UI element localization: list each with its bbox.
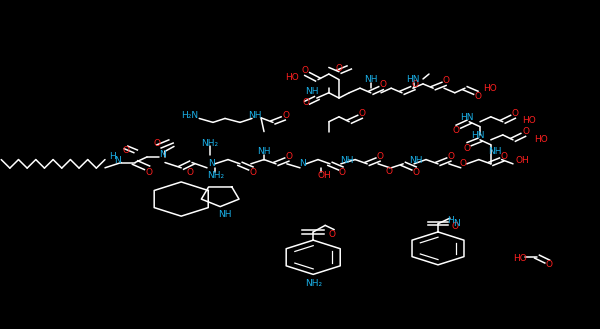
Text: O: O [545,260,553,269]
Text: HN: HN [471,131,484,140]
Text: NH₂: NH₂ [305,279,322,288]
Text: O: O [500,152,508,161]
Text: HO: HO [534,135,548,144]
Text: N: N [299,159,307,168]
Text: O: O [302,98,310,107]
Text: O: O [385,167,392,176]
Text: NH: NH [409,156,422,165]
Text: O: O [335,64,343,73]
Text: O: O [463,143,470,153]
Text: O: O [511,109,518,118]
Text: O: O [442,76,449,85]
Text: N: N [114,156,121,165]
Text: NH: NH [340,156,353,165]
Text: O: O [338,168,346,177]
Text: O: O [301,66,308,75]
Text: HO: HO [513,254,527,264]
Text: O: O [377,152,384,161]
Text: O: O [186,168,193,177]
Text: O: O [412,168,419,177]
Text: NH: NH [257,147,271,156]
Text: O: O [460,159,467,168]
Text: O: O [249,168,256,177]
Text: HO: HO [522,115,536,125]
Text: NH: NH [364,75,377,84]
Text: O: O [122,146,130,155]
Text: O: O [411,80,418,89]
Text: NH: NH [305,87,319,96]
Text: O: O [522,127,529,136]
Text: O: O [448,152,455,161]
Text: O: O [379,80,386,89]
Text: HO: HO [285,73,299,83]
Text: NH₂: NH₂ [208,170,224,180]
Text: HN: HN [460,113,473,122]
Text: N: N [452,218,460,228]
Text: NH: NH [218,210,232,219]
Text: O: O [282,111,289,120]
Text: O: O [474,92,481,101]
Text: NH₂: NH₂ [202,139,218,148]
Text: O: O [154,139,161,148]
Text: H: H [446,216,454,225]
Text: NH: NH [488,147,502,156]
Text: HO: HO [484,84,497,93]
Text: O: O [358,109,365,118]
Text: H: H [109,152,116,162]
Text: H₂N: H₂N [181,111,198,120]
Text: HN: HN [406,75,419,84]
Text: O: O [452,126,460,135]
Text: OH: OH [317,170,331,180]
Text: O: O [451,221,458,231]
Text: N: N [158,150,166,159]
Text: NH: NH [248,111,261,120]
Text: O: O [329,230,336,239]
Text: OH: OH [516,156,530,165]
Text: N: N [208,159,215,168]
Text: O: O [286,152,293,161]
Text: O: O [145,167,152,177]
